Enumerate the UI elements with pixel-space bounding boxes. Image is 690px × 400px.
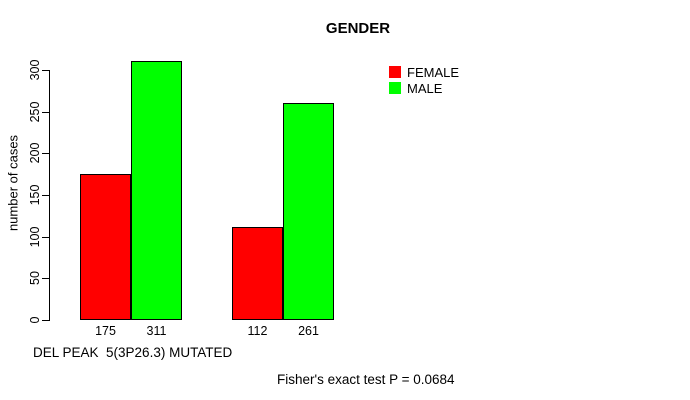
y-axis-line (49, 70, 50, 321)
bar-female-group2 (232, 226, 283, 320)
y-axis-label: number of cases (5, 134, 21, 232)
y-tick-label: 200 (28, 142, 42, 164)
y-tick-mark (42, 320, 49, 321)
bar-value-label: 261 (298, 324, 319, 338)
bar-value-label: 175 (95, 324, 116, 338)
bar-value-label: 311 (146, 324, 167, 338)
bar-male-group1 (131, 60, 182, 320)
legend-label: MALE (407, 80, 443, 96)
legend-item-male: MALE (389, 80, 459, 96)
y-tick-mark (42, 278, 49, 280)
y-tick-label: 100 (28, 226, 42, 248)
y-tick-label: 250 (28, 101, 42, 123)
legend: FEMALE MALE (389, 64, 459, 96)
y-tick-mark (42, 111, 49, 113)
bar-male-group2 (283, 102, 334, 320)
y-tick-label: 150 (28, 184, 42, 206)
y-tick-mark (42, 195, 49, 196)
y-tick-label: 300 (28, 59, 42, 81)
chart-title: GENDER (325, 20, 391, 37)
legend-item-female: FEMALE (389, 64, 459, 80)
y-tick-label: 0 (28, 316, 42, 324)
stat-annotation: Fisher's exact test P = 0.0684 (277, 372, 455, 387)
male-color-swatch (389, 82, 401, 94)
y-tick-label: 50 (28, 271, 42, 286)
female-color-swatch (389, 66, 401, 78)
bar-female-group1 (80, 174, 131, 320)
y-tick-mark (42, 236, 49, 238)
y-tick-mark (42, 153, 49, 155)
bar-value-label: 112 (247, 324, 268, 338)
y-tick-mark (42, 70, 49, 71)
x-axis-label: DEL PEAK 5(3P26.3) MUTATED (33, 345, 233, 360)
legend-label: FEMALE (407, 64, 460, 80)
